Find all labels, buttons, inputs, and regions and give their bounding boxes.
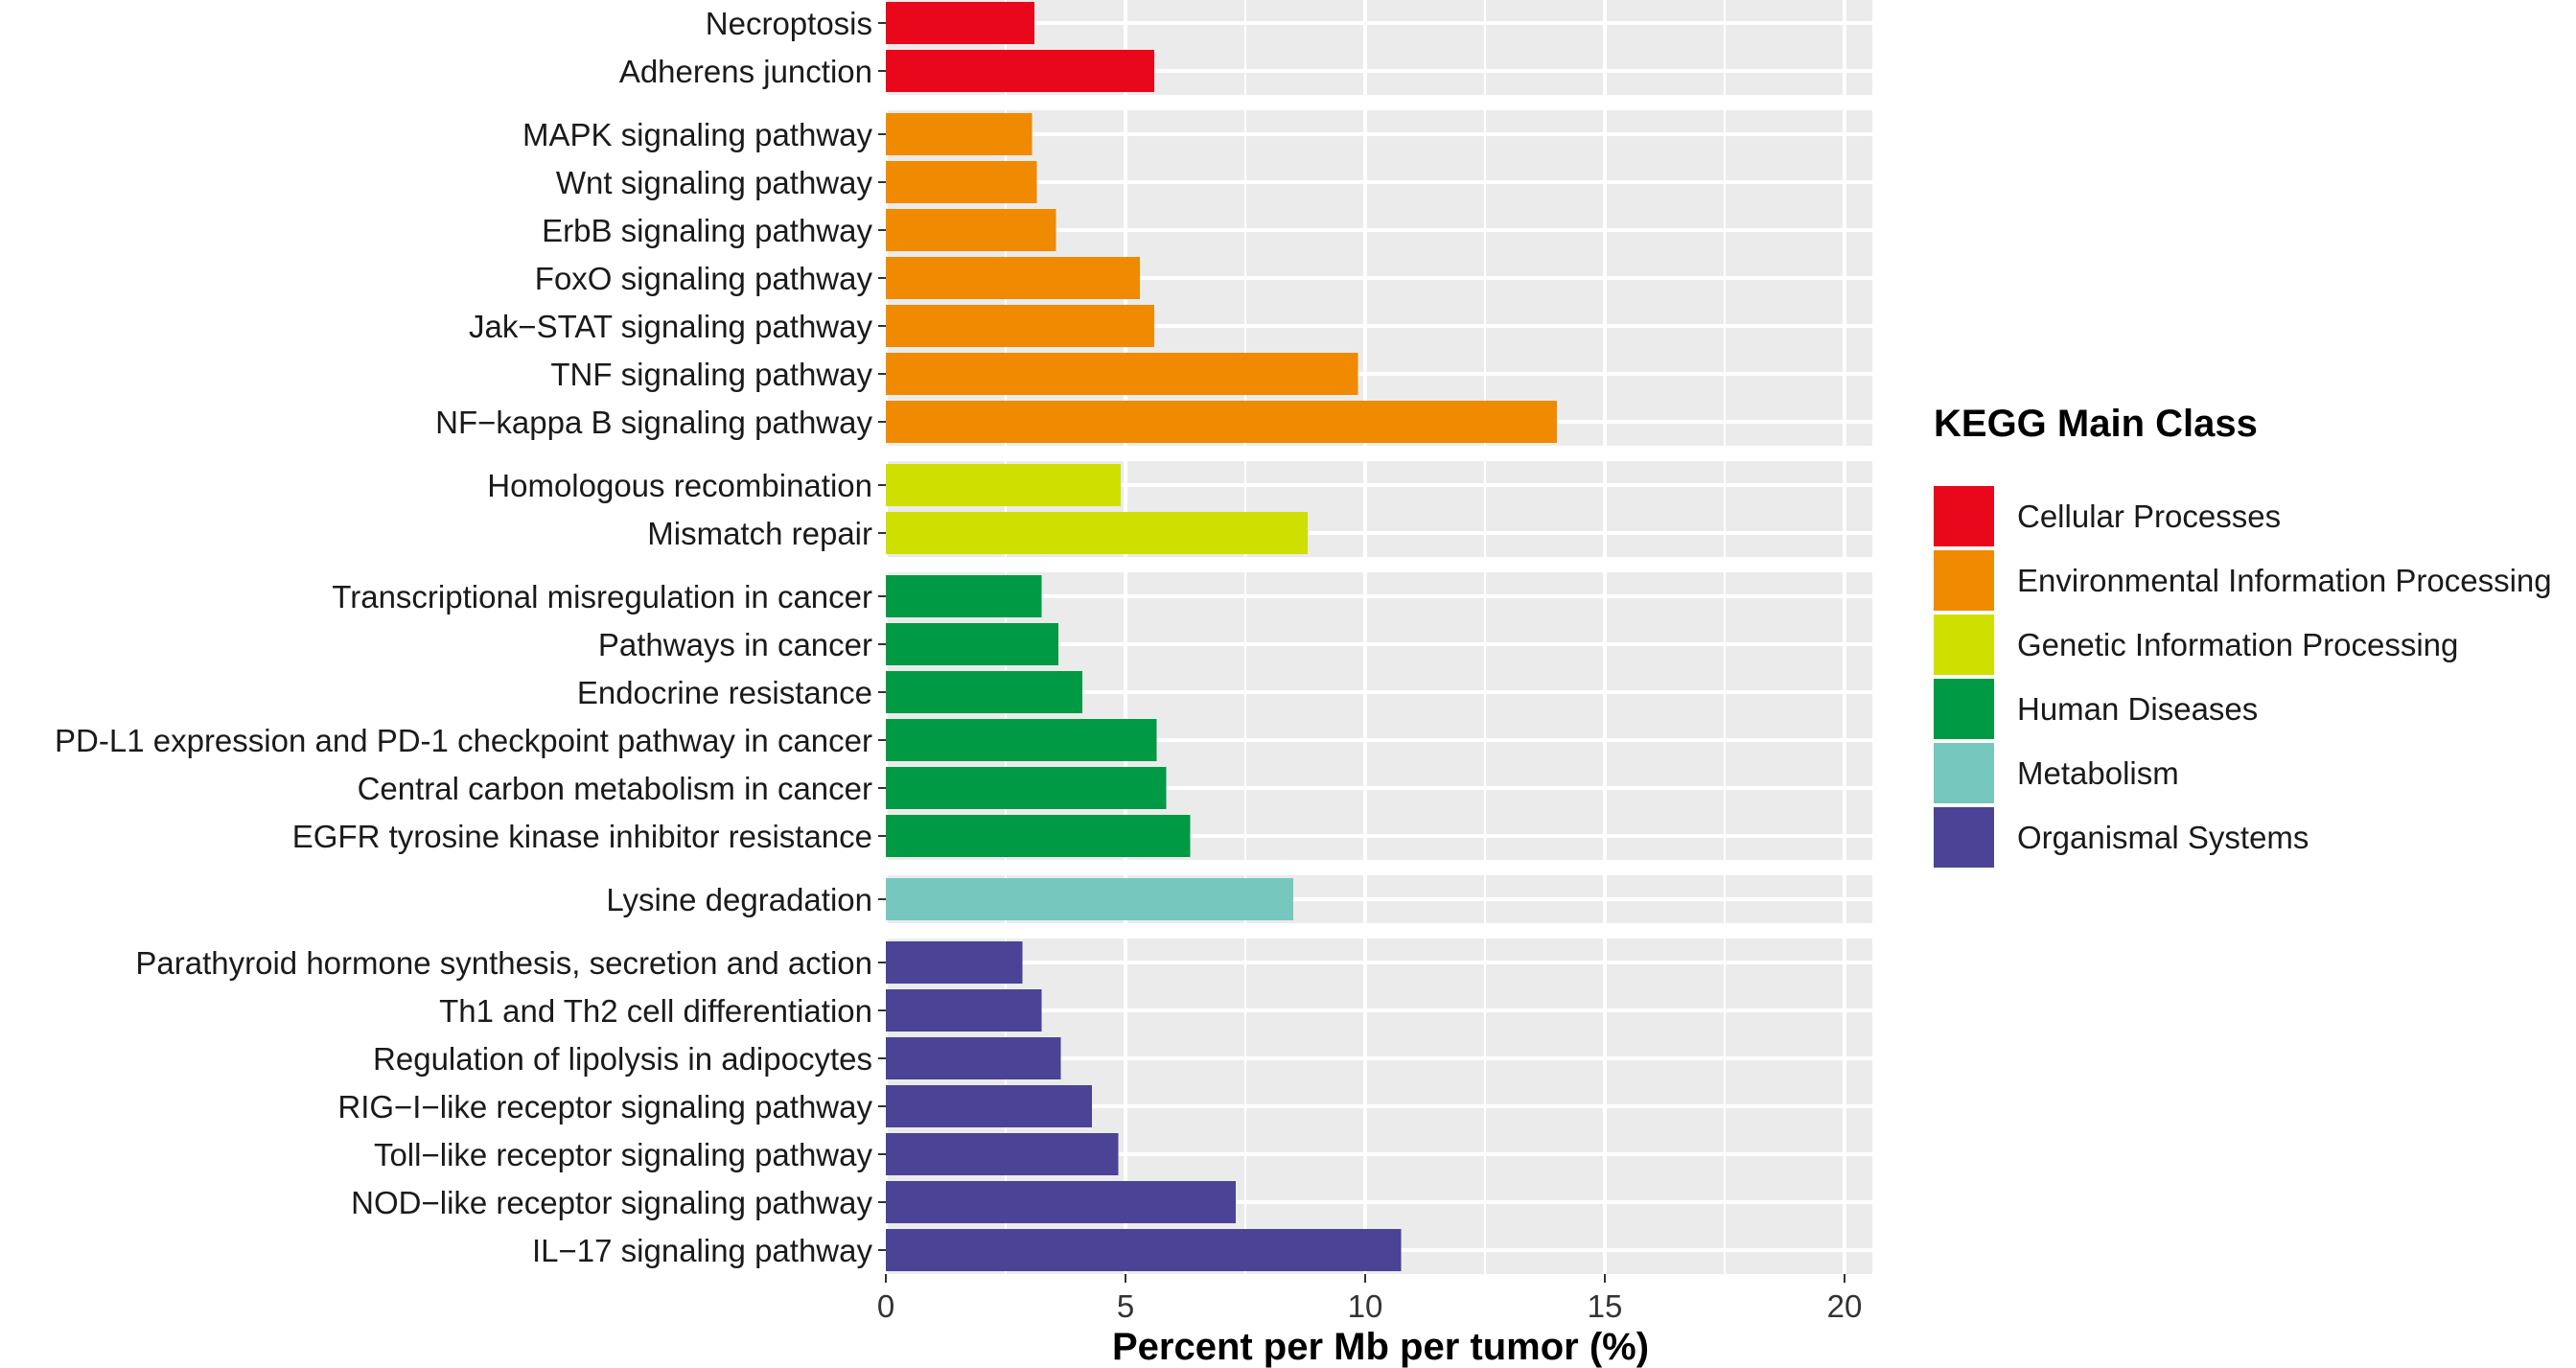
legend-label: Human Diseases — [2017, 691, 2258, 727]
bar — [886, 989, 1042, 1032]
category-label: Central carbon metabolism in cancer — [358, 771, 872, 806]
legend-label: Cellular Processes — [2017, 499, 2281, 534]
category-label: PD-L1 expression and PD-1 checkpoint pat… — [55, 723, 872, 758]
bar — [886, 878, 1293, 920]
bar — [886, 1181, 1236, 1223]
bar — [886, 50, 1154, 92]
category-label: EGFR tyrosine kinase inhibitor resistanc… — [292, 819, 872, 854]
bar — [886, 767, 1167, 809]
panel-human-diseases — [886, 572, 1872, 860]
bar — [886, 1133, 1119, 1175]
bar — [886, 719, 1157, 761]
bar — [886, 512, 1308, 554]
category-label: Transcriptional misregulation in cancer — [332, 579, 872, 614]
legend-label: Organismal Systems — [2017, 820, 2309, 855]
legend-title: KEGG Main Class — [1934, 403, 2258, 445]
category-label: Regulation of lipolysis in adipocytes — [373, 1041, 872, 1077]
legend-label: Metabolism — [2017, 755, 2179, 791]
category-label: Mismatch repair — [647, 516, 872, 551]
category-label: Jak−STAT signaling pathway — [469, 309, 872, 344]
bar — [886, 257, 1140, 299]
x-axis: 0 5 10 15 20 — [877, 1274, 1863, 1324]
category-label: Homologous recombination — [487, 468, 872, 503]
category-label: IL−17 signaling pathway — [532, 1233, 873, 1268]
legend: KEGG Main Class Cellular Processes Enviro… — [1934, 403, 2552, 868]
legend-items: Cellular Processes Environmental Informat… — [1934, 486, 2552, 868]
category-label: MAPK signaling pathway — [522, 117, 873, 152]
category-label: Parathyroid hormone synthesis, secretion… — [135, 945, 872, 981]
x-tick-label: 5 — [1117, 1288, 1134, 1324]
x-tick-label: 15 — [1588, 1288, 1623, 1324]
legend-swatch — [1934, 743, 1994, 803]
bar — [886, 815, 1191, 857]
bar — [886, 623, 1058, 665]
legend-swatch — [1934, 679, 1994, 739]
bar — [886, 353, 1358, 395]
category-label: NOD−like receptor signaling pathway — [351, 1185, 872, 1220]
bar — [886, 1229, 1402, 1271]
legend-label: Environmental Information Processing — [2017, 563, 2552, 598]
legend-swatch — [1934, 486, 1994, 546]
bar — [886, 209, 1056, 251]
category-label: Pathways in cancer — [598, 627, 872, 662]
bar — [886, 464, 1121, 506]
category-label: NF−kappa B signaling pathway — [435, 405, 872, 440]
x-tick-label: 0 — [877, 1288, 894, 1324]
bar — [886, 401, 1557, 443]
category-label: Endocrine resistance — [577, 675, 872, 710]
category-label: Toll−like receptor signaling pathway — [374, 1137, 873, 1172]
bar — [886, 1037, 1061, 1079]
category-label: Adherens junction — [619, 54, 872, 89]
category-label: Necroptosis — [706, 6, 872, 41]
legend-swatch — [1934, 550, 1994, 611]
legend-label: Genetic Information Processing — [2017, 627, 2458, 662]
category-label: Wnt signaling pathway — [556, 165, 873, 200]
category-labels: Necroptosis Adherens junction MAPK signali… — [55, 6, 886, 1268]
legend-swatch — [1934, 807, 1994, 868]
x-tick-label: 20 — [1827, 1288, 1863, 1324]
bar — [886, 161, 1037, 203]
category-label: FoxO signaling pathway — [535, 261, 873, 296]
bars-layer — [886, 2, 1557, 1271]
bar — [886, 2, 1034, 44]
legend-swatch — [1934, 614, 1994, 675]
bar — [886, 113, 1033, 155]
bar — [886, 941, 1023, 984]
category-label: Th1 and Th2 cell differentiation — [439, 993, 872, 1029]
bar — [886, 575, 1042, 617]
bar — [886, 1085, 1092, 1127]
bar — [886, 671, 1082, 713]
bar — [886, 305, 1154, 347]
category-label: TNF signaling pathway — [550, 357, 872, 392]
category-label: RIG−I−like receptor signaling pathway — [337, 1089, 872, 1125]
category-label: Lysine degradation — [606, 882, 872, 917]
category-label: ErbB signaling pathway — [542, 213, 872, 248]
x-tick-label: 10 — [1348, 1288, 1383, 1324]
x-axis-title: Percent per Mb per tumor (%) — [1112, 1326, 1649, 1368]
